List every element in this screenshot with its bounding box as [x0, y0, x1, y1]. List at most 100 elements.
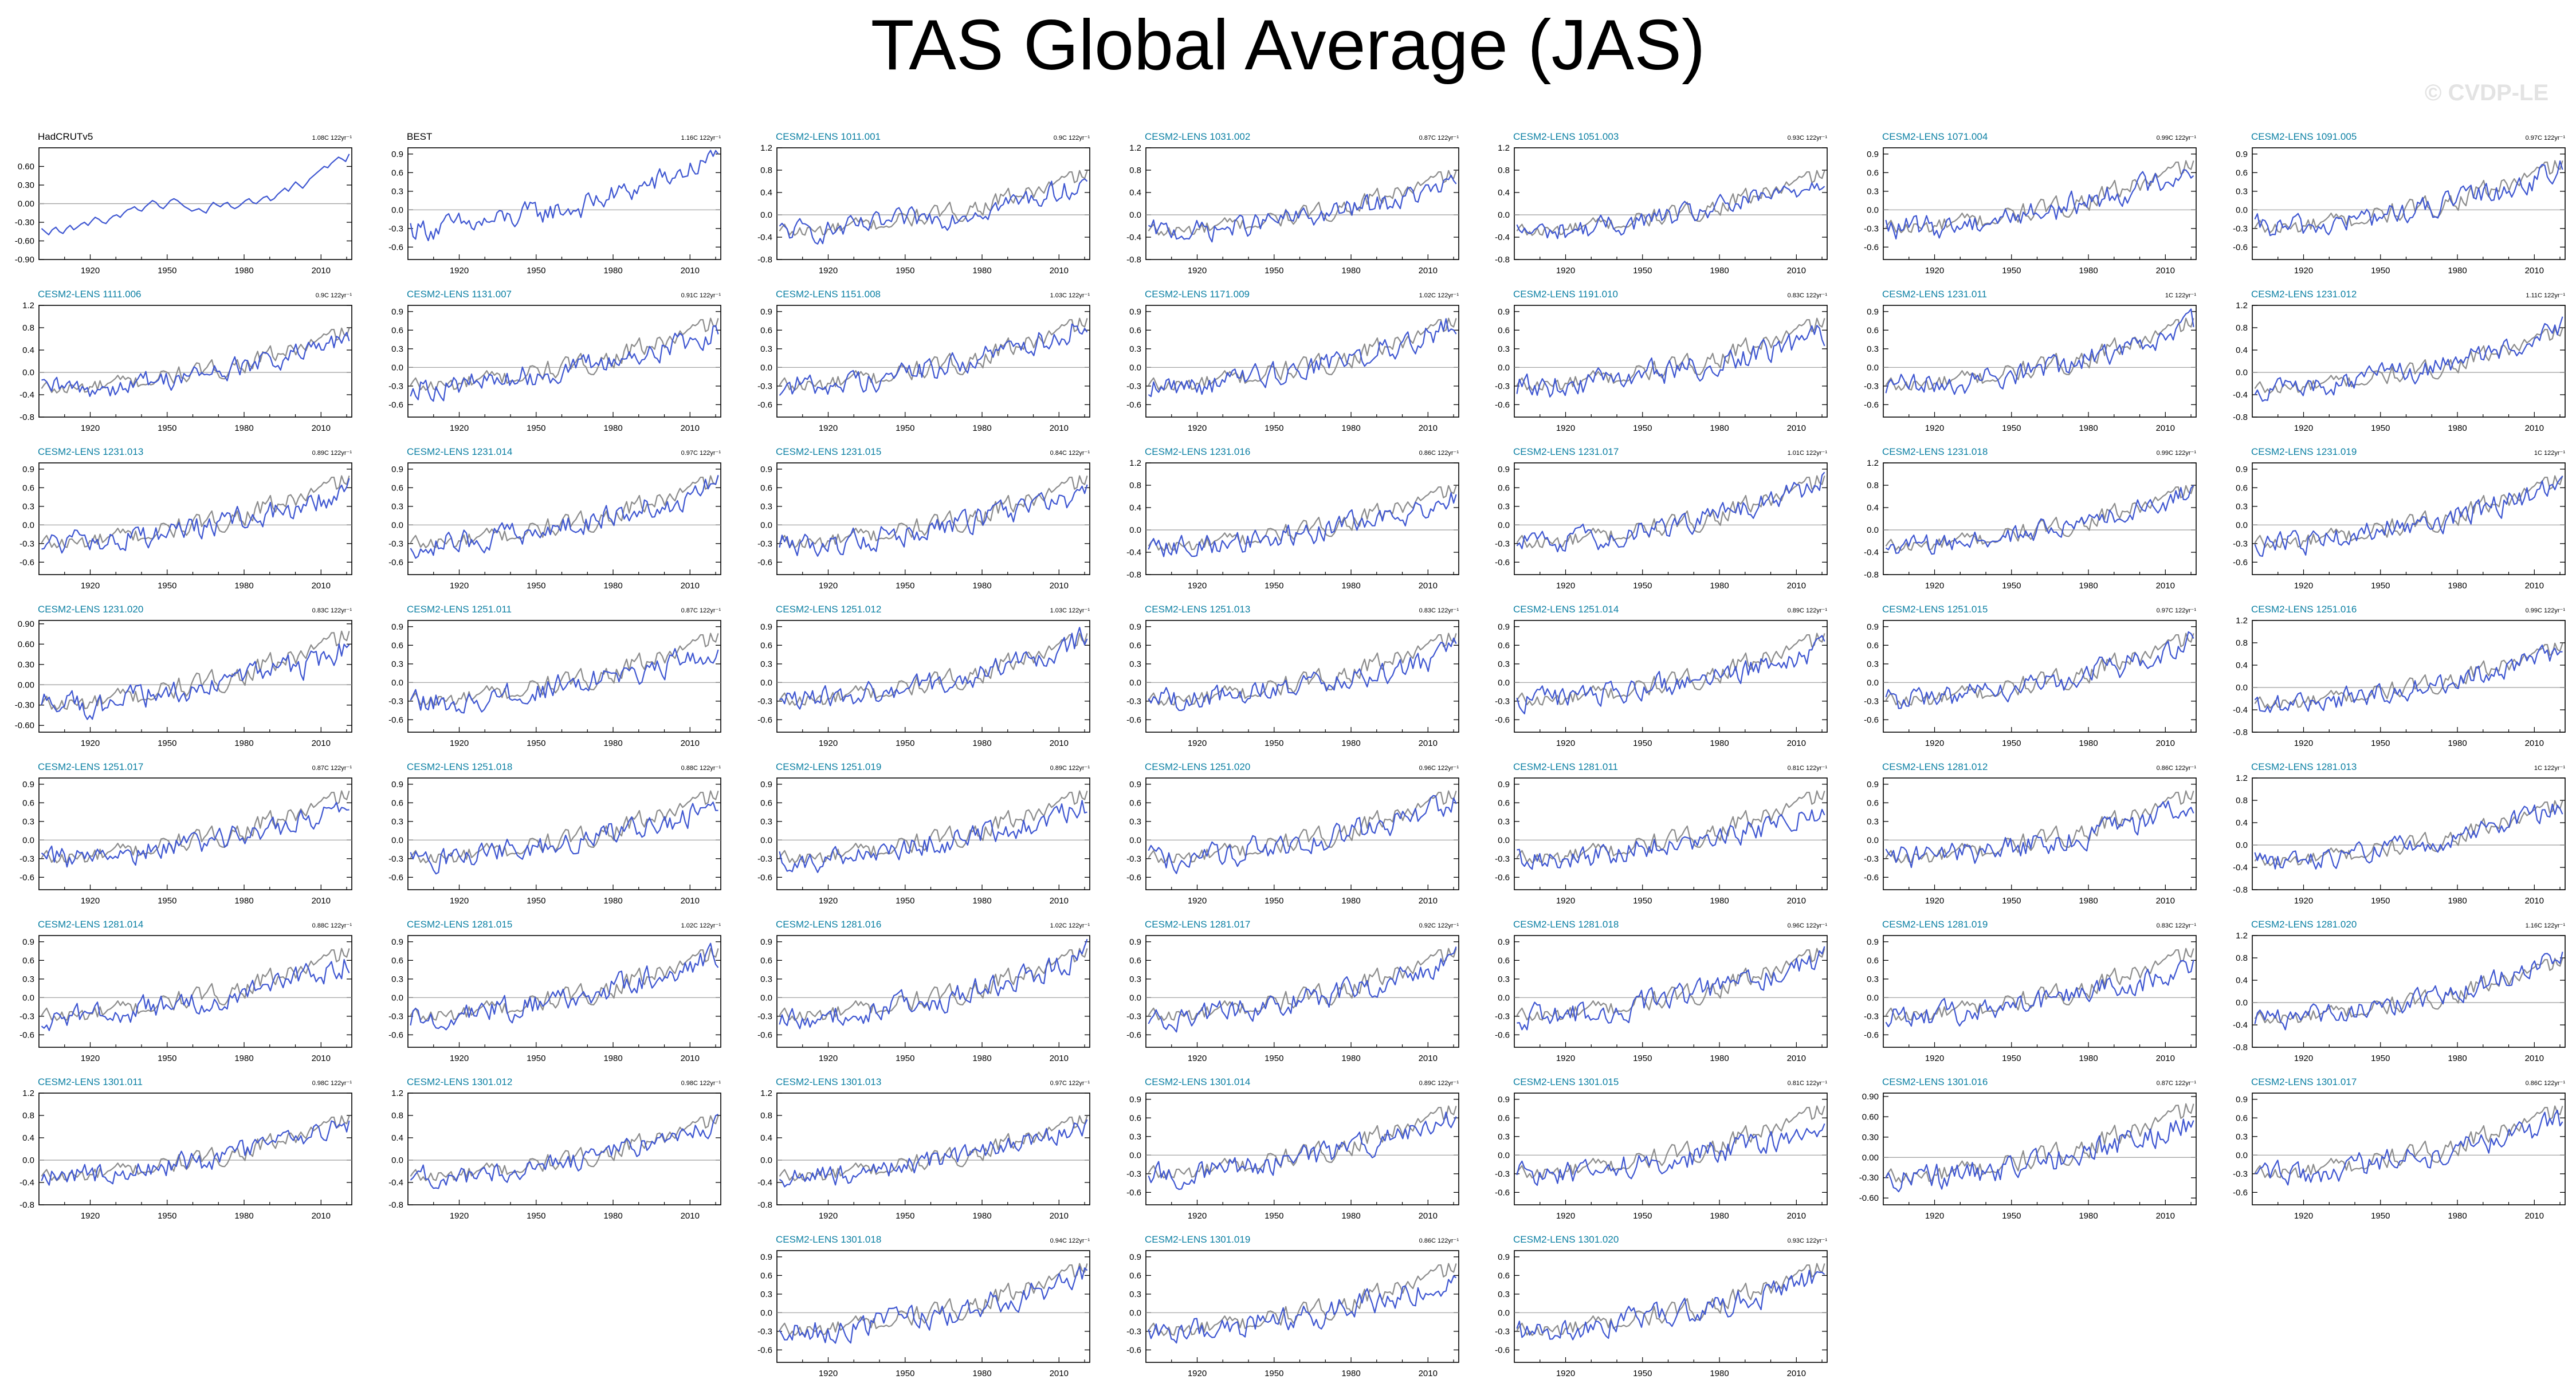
y-tick-label: -0.6 — [388, 873, 403, 882]
x-tick-label: 1920 — [1188, 581, 1207, 591]
x-tick-label: 1920 — [1556, 1211, 1575, 1221]
x-tick-label: 2010 — [681, 423, 700, 433]
x-tick-label: 1920 — [2294, 266, 2313, 276]
model-series-line — [1885, 308, 2194, 395]
plot-frame — [1145, 620, 1459, 733]
plot-frame — [1883, 777, 2197, 890]
x-tick-label: 1950 — [1633, 581, 1652, 591]
x-tick-label: 1950 — [527, 1054, 545, 1063]
chart-panel: HadCRUTv5 1.08C 122yr⁻¹ 0.60 0.30 0.00 -0.30 -… — [15, 131, 352, 276]
chart-panel: CESM2-LENS 1231.018 0.99C 122yr⁻¹ 1.2 0.8 0.… — [1864, 446, 2197, 591]
chart-panel: CESM2-LENS 1281.020 1.16C 122yr⁻¹ 1.2 0.8 0.… — [2233, 919, 2566, 1063]
trend-label: 0.97C 122yr⁻¹ — [681, 450, 721, 457]
x-tick-label: 1980 — [2448, 423, 2467, 433]
x-tick-label: 1920 — [1188, 423, 1207, 433]
trend-label: 0.81C 122yr⁻¹ — [1788, 765, 1828, 772]
x-tick-label: 1920 — [1556, 423, 1575, 433]
chart-panel: CESM2-LENS 1281.015 1.02C 122yr⁻¹ 0.9 0.6 0.… — [388, 919, 721, 1063]
x-tick-label: 1950 — [2002, 738, 2021, 748]
y-tick-label: 0.3 — [1129, 344, 1141, 354]
y-tick-label: 0.6 — [391, 325, 403, 335]
y-tick-label: -0.8 — [1126, 570, 1141, 580]
y-tick-label: -0.6 — [1864, 1030, 1879, 1040]
y-tick-label: 0.60 — [18, 639, 34, 649]
plot-frame — [1883, 462, 2197, 575]
y-tick-label: 1.2 — [391, 1089, 403, 1098]
panel-title: CESM2-LENS 1281.014 — [38, 919, 143, 930]
x-tick-label: 1950 — [1265, 266, 1283, 276]
panel-title: CESM2-LENS 1251.017 — [38, 761, 143, 772]
trend-label: 1.08C 122yr⁻¹ — [312, 135, 352, 142]
y-tick-label: -0.3 — [388, 697, 403, 706]
model-series-line — [779, 484, 1088, 557]
x-tick-label: 1950 — [896, 266, 914, 276]
chart-panel: CESM2-LENS 1281.012 0.86C 122yr⁻¹ 0.9 0.6 0.… — [1864, 761, 2197, 906]
x-tick-label: 1980 — [1710, 423, 1729, 433]
model-series-line — [779, 178, 1088, 245]
y-tick-label: 0.00 — [1862, 1153, 1879, 1162]
chart-panel: CESM2-LENS 1251.013 0.83C 122yr⁻¹ 0.9 0.6 0.… — [1126, 604, 1459, 748]
x-tick-label: 1920 — [819, 266, 838, 276]
x-tick-label: 1920 — [81, 738, 100, 748]
y-tick-label: 0.0 — [1129, 210, 1141, 220]
x-tick-label: 1980 — [2079, 266, 2098, 276]
observed-series-line — [410, 475, 719, 549]
x-tick-label: 1920 — [819, 896, 838, 906]
y-tick-label: 0.9 — [1498, 1252, 1510, 1262]
x-tick-label: 1920 — [1188, 1369, 1207, 1378]
chart-panel: CESM2-LENS 1231.017 1.01C 122yr⁻¹ 0.9 0.6 0.… — [1495, 446, 1828, 591]
y-tick-label: 0.3 — [1867, 344, 1879, 354]
plot-frame — [1514, 305, 1828, 418]
chart-panel: CESM2-LENS 1111.006 0.9C 122yr⁻¹ 1.2 0.8 0.4… — [19, 289, 352, 433]
trend-label: 1.03C 122yr⁻¹ — [1050, 292, 1090, 299]
y-tick-label: -0.3 — [1126, 697, 1141, 706]
y-tick-label: -0.6 — [1864, 400, 1879, 410]
y-tick-label: 0.6 — [1498, 1271, 1510, 1280]
chart-panel: CESM2-LENS 1251.017 0.87C 122yr⁻¹ 0.9 0.6 0.… — [19, 761, 352, 906]
y-tick-label: 0.0 — [1867, 205, 1879, 215]
plot-frame — [2252, 935, 2566, 1048]
plot-frame — [38, 1093, 352, 1205]
y-tick-label: 0.0 — [760, 1156, 772, 1165]
x-tick-label: 1920 — [1925, 581, 1944, 591]
y-tick-label: -0.3 — [757, 539, 772, 549]
plot-frame — [1145, 147, 1459, 260]
y-tick-label: 0.6 — [22, 798, 34, 808]
plot-frame — [1145, 777, 1459, 890]
panel-title: CESM2-LENS 1231.017 — [1513, 446, 1619, 457]
x-tick-label: 1920 — [81, 423, 100, 433]
x-tick-label: 1920 — [1556, 738, 1575, 748]
x-tick-label: 2010 — [1419, 423, 1438, 433]
y-tick-label: 0.0 — [1129, 835, 1141, 845]
panel-title: CESM2-LENS 1281.016 — [776, 919, 881, 930]
panel-title: CESM2-LENS 1281.013 — [2251, 761, 2357, 772]
x-tick-label: 1980 — [972, 581, 991, 591]
trend-label: 1.02C 122yr⁻¹ — [1419, 292, 1459, 299]
trend-label: 0.87C 122yr⁻¹ — [1419, 135, 1459, 142]
y-tick-label: -0.3 — [388, 1012, 403, 1021]
model-series-line — [1885, 485, 2194, 555]
x-tick-label: 2010 — [2156, 738, 2175, 748]
y-tick-label: 0.9 — [22, 780, 34, 789]
x-tick-label: 2010 — [1050, 423, 1069, 433]
y-tick-label: 0.90 — [18, 619, 34, 629]
y-tick-label: 1.2 — [1129, 143, 1141, 153]
observed-series-line — [1148, 170, 1457, 236]
x-tick-label: 2010 — [2525, 1211, 2544, 1221]
x-tick-label: 1980 — [2448, 581, 2467, 591]
x-tick-label: 1920 — [450, 581, 469, 591]
observed-series-line — [779, 1263, 1088, 1336]
x-tick-label: 1980 — [2448, 1054, 2467, 1063]
plot-frame — [1145, 305, 1459, 418]
y-tick-label: -0.3 — [19, 1012, 34, 1021]
y-tick-label: 0.4 — [760, 1133, 772, 1143]
y-tick-label: -0.4 — [2233, 863, 2248, 873]
y-tick-label: 0.9 — [2236, 150, 2248, 159]
panel-title: CESM2-LENS 1231.018 — [1882, 446, 1988, 457]
observed-series-line — [1148, 948, 1457, 1021]
x-tick-label: 1950 — [1265, 738, 1283, 748]
chart-panel: CESM2-LENS 1231.015 0.84C 122yr⁻¹ 0.9 0.6 0.… — [757, 446, 1090, 591]
y-tick-label: 1.2 — [1867, 458, 1879, 468]
y-tick-label: 1.2 — [2236, 773, 2248, 783]
panel-title: CESM2-LENS 1301.015 — [1513, 1076, 1619, 1087]
